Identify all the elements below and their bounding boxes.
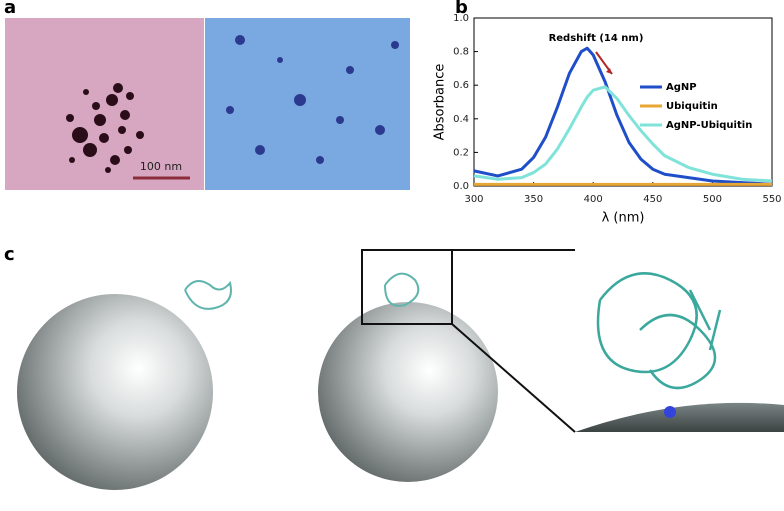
x-tick-label: 550 <box>762 194 781 205</box>
y-tick-label: 0.4 <box>453 114 469 125</box>
panel-label: b <box>455 0 468 18</box>
x-tick-label: 450 <box>643 194 662 205</box>
absorbance-chart: 0.0 0.2 0.4 0.6 0.8 1.0 300 350 400 450 500 550 λ (n… <box>433 13 782 226</box>
x-tick-label: 300 <box>464 194 483 205</box>
annotation: Redshift (14 nm) <box>549 33 644 44</box>
series-line <box>473 46 773 186</box>
x-tick-label: 350 <box>524 194 543 205</box>
x-tick-label: 500 <box>703 194 722 205</box>
y-tick-label: 0.6 <box>453 80 469 91</box>
nanoparticles <box>226 35 399 164</box>
x-tick-label: 400 <box>584 194 603 205</box>
nanoparticle-sphere <box>318 302 498 482</box>
series-line <box>473 85 773 183</box>
tem-image <box>205 18 410 190</box>
panel-label: a <box>4 0 16 18</box>
y-tick-label: 0.8 <box>453 47 469 58</box>
y-axis-label: Absorbance <box>433 64 448 141</box>
zoom-box <box>361 249 453 325</box>
surface <box>575 402 784 432</box>
legend-label: Ubiquitin <box>666 101 718 112</box>
nanoparticle-cluster <box>66 83 144 173</box>
protein <box>184 272 420 310</box>
protein-zoom <box>596 272 722 390</box>
y-tick-label: 0.2 <box>453 147 469 158</box>
y-tick-label: 0.0 <box>453 181 469 192</box>
nanoparticle-sphere <box>17 294 213 490</box>
plot-frame <box>473 17 773 187</box>
y-tick-label: 1.0 <box>453 13 469 24</box>
panel-label: c <box>4 244 15 265</box>
binding-site <box>664 406 676 418</box>
legend-label: AgNP-Ubiquitin <box>666 120 752 131</box>
arrow-head <box>606 68 612 74</box>
x-axis-label: λ (nm) <box>602 211 645 226</box>
legend-label: AgNP <box>666 82 697 93</box>
scale-bar-label: 100 nm <box>140 160 182 173</box>
tem-image <box>5 18 204 190</box>
zoom-line <box>451 323 576 433</box>
